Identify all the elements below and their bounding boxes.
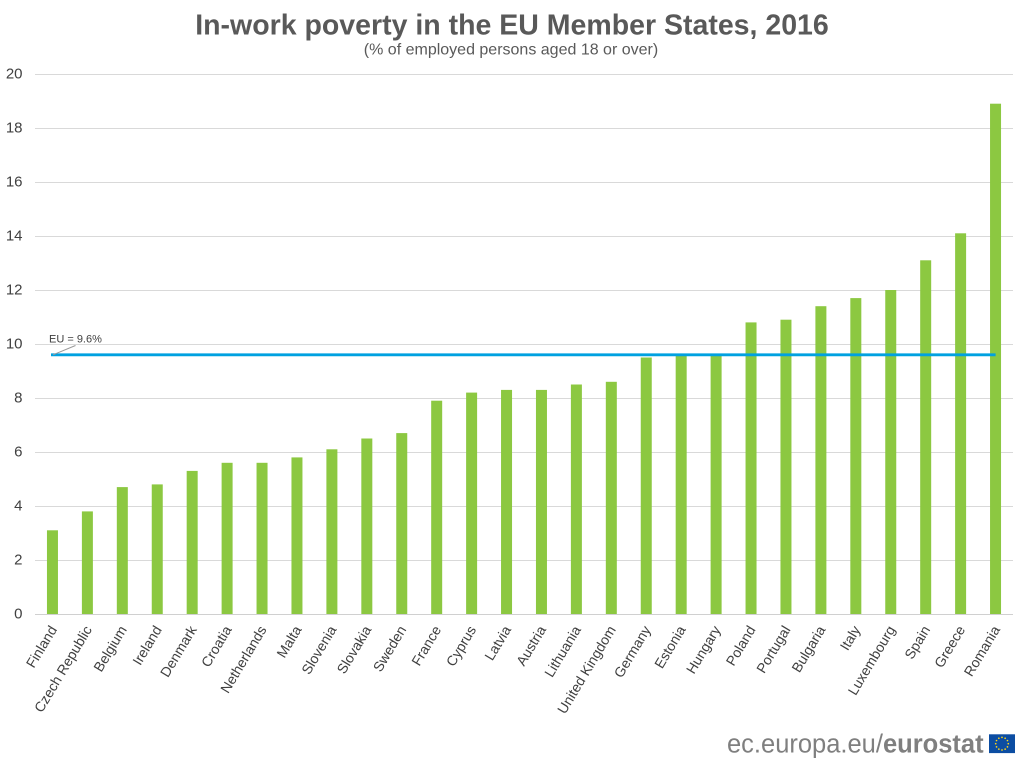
svg-text:Estonia: Estonia: [651, 623, 689, 671]
svg-text:10: 10: [6, 336, 23, 353]
svg-text:0: 0: [14, 606, 22, 623]
svg-text:(% of employed persons aged 18: (% of employed persons aged 18 or over): [364, 42, 658, 59]
svg-text:ec.europa.eu/eurostat: ec.europa.eu/eurostat: [727, 731, 984, 759]
svg-text:4: 4: [14, 498, 22, 515]
svg-text:2: 2: [14, 552, 22, 569]
svg-text:16: 16: [6, 174, 23, 191]
svg-text:Poland: Poland: [722, 623, 758, 669]
svg-text:EU = 9.6%: EU = 9.6%: [49, 334, 102, 346]
svg-text:Cyprus: Cyprus: [443, 623, 480, 669]
svg-text:12: 12: [6, 282, 23, 299]
svg-text:Sweden: Sweden: [370, 623, 410, 675]
svg-text:Croatia: Croatia: [198, 623, 235, 670]
svg-text:Ireland: Ireland: [129, 623, 165, 668]
svg-text:Hungary: Hungary: [683, 623, 724, 677]
svg-text:In-work poverty in the EU Memb: In-work poverty in the EU Member States,…: [195, 10, 829, 42]
svg-text:Spain: Spain: [901, 623, 933, 662]
svg-text:Italy: Italy: [836, 623, 863, 653]
svg-text:Finland: Finland: [23, 623, 60, 671]
svg-text:6: 6: [14, 444, 22, 461]
svg-text:France: France: [408, 623, 444, 669]
svg-text:8: 8: [14, 390, 22, 407]
svg-text:Portugal: Portugal: [753, 623, 794, 676]
svg-text:Austria: Austria: [513, 623, 549, 669]
svg-text:Belgium: Belgium: [90, 623, 130, 675]
svg-text:Bulgaria: Bulgaria: [788, 623, 828, 675]
svg-text:18: 18: [6, 120, 23, 137]
svg-text:14: 14: [6, 228, 23, 245]
svg-text:Greece: Greece: [931, 623, 968, 671]
svg-text:Malta: Malta: [273, 623, 304, 661]
svg-text:Latvia: Latvia: [481, 623, 514, 663]
svg-text:20: 20: [6, 66, 23, 83]
svg-text:Slovakia: Slovakia: [333, 623, 374, 677]
